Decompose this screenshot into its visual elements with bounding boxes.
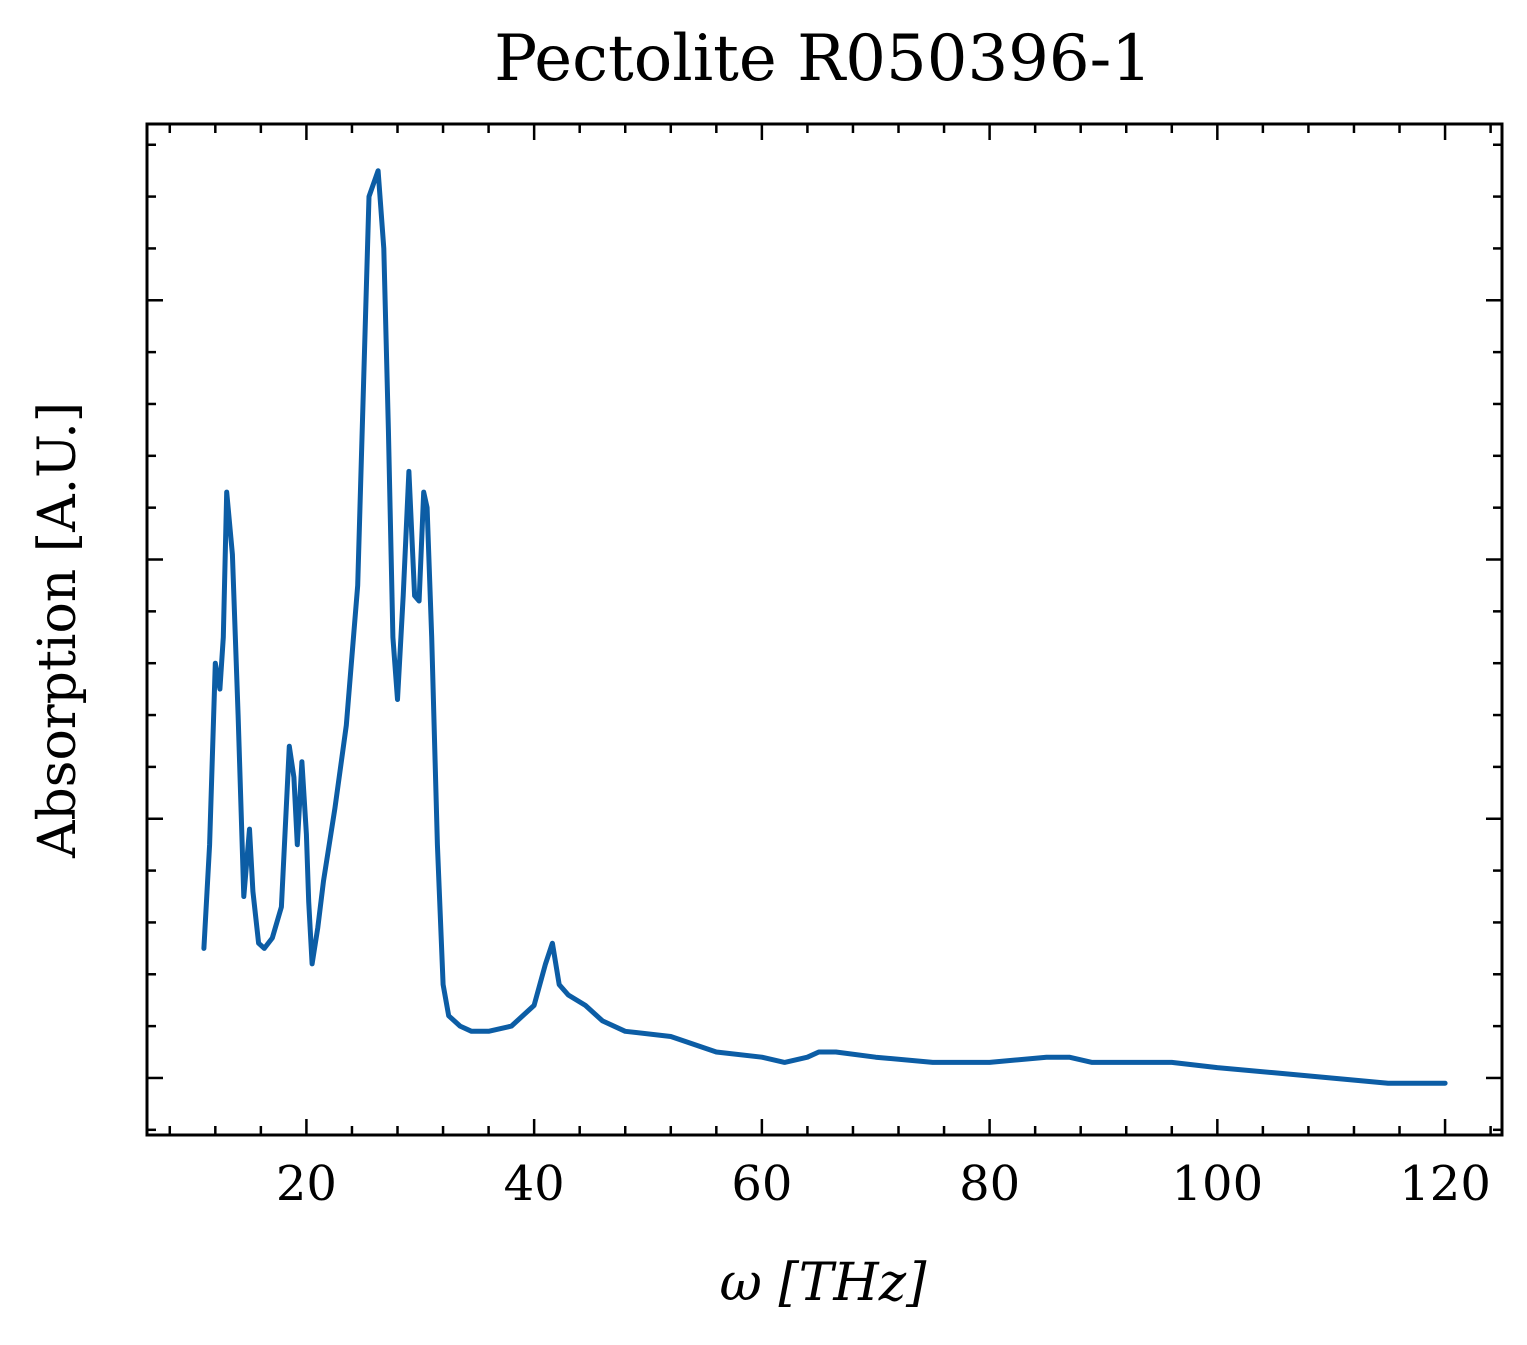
x-tick-label: 100 [1172, 1156, 1264, 1212]
x-axis: 20 40 60 80 100 120 [168, 124, 1492, 1212]
x-tick-label: 40 [504, 1156, 565, 1212]
chart-title: Pectolite R050396-1 [494, 22, 1152, 96]
x-tick-label: 20 [276, 1156, 337, 1212]
series-layer [201, 168, 1448, 1086]
y-axis [147, 143, 1502, 1132]
plot-frame [145, 122, 1504, 1137]
series-line [201, 168, 1448, 1086]
x-axis-label: ω [THz] [720, 1253, 928, 1313]
y-axis-label: Absorption [A.U.] [28, 402, 88, 859]
x-tick-label: 120 [1399, 1156, 1491, 1212]
plot-area: 20 40 60 80 100 120 [145, 122, 1504, 1212]
x-tick-label: 80 [959, 1156, 1020, 1212]
x-tick-label: 60 [731, 1156, 792, 1212]
